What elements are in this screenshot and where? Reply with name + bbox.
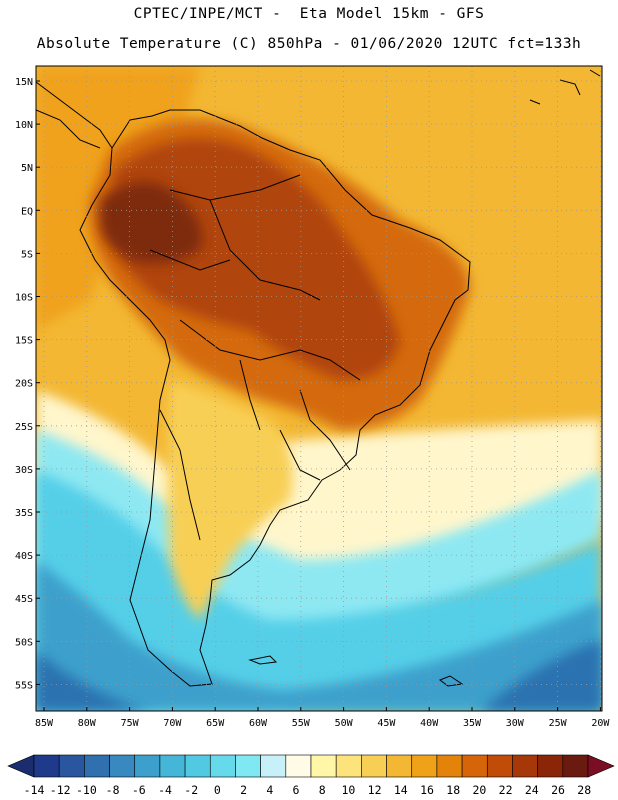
latitude-tick-label: 50S — [15, 637, 33, 648]
longitude-tick-label: 65W — [206, 718, 225, 729]
colorbar-swatch — [260, 754, 287, 778]
latitude-tick-label: 5S — [21, 249, 33, 260]
colorbar-tick-label: 18 — [446, 783, 460, 797]
colorbar-under-arrow — [7, 754, 35, 778]
colorbar-tick-label: 16 — [420, 783, 434, 797]
colorbar-swatch — [109, 754, 136, 778]
colorbar-tick-label: 14 — [394, 783, 408, 797]
latitude-tick-label: 30S — [15, 465, 33, 476]
colorbar-over-arrow — [587, 754, 615, 778]
colorbar-tick-label: 10 — [341, 783, 355, 797]
longitude-tick-label: 45W — [377, 718, 396, 729]
colorbar-tick-label: -6 — [132, 783, 146, 797]
colorbar-swatch — [33, 754, 60, 778]
latitude-tick-label: 5N — [21, 163, 33, 174]
colorbar-tick-label: 0 — [214, 783, 221, 797]
temperature-field — [36, 66, 602, 711]
colorbar-tick-label: 22 — [499, 783, 513, 797]
longitude-tick-label: 30W — [506, 718, 525, 729]
colorbar-swatch — [335, 754, 362, 778]
latitude-tick-label: EQ — [21, 206, 33, 217]
colorbar-swatch — [562, 754, 589, 778]
longitude-tick-label: 25W — [549, 718, 568, 729]
country-borders — [149, 174, 361, 541]
colorbar-swatch — [411, 754, 438, 778]
colorbar-tick-label: 24 — [525, 783, 539, 797]
colorbar-tick-label: -10 — [76, 783, 97, 797]
field-region-cyan — [36, 470, 602, 711]
colorbar-swatch — [209, 754, 236, 778]
colorbar-swatch — [461, 754, 488, 778]
latitude-tick-label: 55S — [15, 680, 33, 691]
map-title-line-2: Absolute Temperature (C) 850hPa - 01/06/… — [36, 36, 582, 52]
longitude-tick-label: 75W — [121, 718, 140, 729]
colorbar-swatch — [58, 754, 85, 778]
colorbar-tick-label: 12 — [368, 783, 382, 797]
longitude-tick-label: 35W — [463, 718, 482, 729]
colorbar-swatch — [134, 754, 161, 778]
latitude-tick-label: 35S — [15, 508, 33, 519]
map-frame — [35, 65, 603, 712]
latitude-tick-label: 45S — [15, 594, 33, 605]
latitude-tick-label: 25S — [15, 422, 33, 433]
colorbar: -14 -12 -10 -8 -6 -4 -2 0 2 4 6 8 10 12 14 16 18 20 22 24 26… — [7, 754, 615, 797]
colorbar-tick-label: 4 — [266, 783, 273, 797]
longitude-tick-label: 70W — [163, 718, 182, 729]
colorbar-tick-label: 20 — [472, 783, 486, 797]
colorbar-tick-label: 28 — [577, 783, 591, 797]
colorbar-tick-label: -4 — [158, 783, 172, 797]
colorbar-tick-label: 8 — [319, 783, 326, 797]
central-america-coastline — [36, 81, 113, 149]
colorbar-swatch — [184, 754, 211, 778]
latitude-tick-label: 15N — [15, 77, 33, 88]
longitude-tick-label: 55W — [292, 718, 311, 729]
field-region-deep — [36, 640, 602, 711]
map-title-line-1: CPTEC/INPE/MCT - Eta Model 15km - GFS — [133, 6, 485, 22]
colorbar-swatch — [159, 754, 186, 778]
latitude-tick-label: 10N — [15, 120, 33, 131]
colorbar-tick-label: 2 — [240, 783, 247, 797]
field-region-land-hottest — [100, 182, 202, 264]
latitude-tick-label: 10S — [15, 293, 33, 304]
colorbar-tick-label: 6 — [293, 783, 300, 797]
colorbar-tick-label: -8 — [106, 783, 120, 797]
colorbar-swatch — [310, 754, 337, 778]
longitude-tick-label: 80W — [78, 718, 97, 729]
colorbar-tick-label: -2 — [184, 783, 198, 797]
colorbar-swatch — [537, 754, 564, 778]
field-region-blue — [36, 560, 602, 711]
latitude-axis: 15N 10N 5N EQ 5S 10S 15S 20S 25S 30S 35S 40S 45S 50S 5… — [15, 77, 40, 691]
colorbar-tick-label: -14 — [24, 783, 45, 797]
colorbar-swatch — [235, 754, 261, 778]
longitude-tick-label: 50W — [335, 718, 354, 729]
longitude-tick-label: 60W — [249, 718, 268, 729]
colorbar-swatch — [486, 754, 513, 778]
longitude-tick-label: 85W — [35, 718, 54, 729]
colorbar-swatch — [386, 754, 413, 778]
latitude-tick-label: 40S — [15, 551, 33, 562]
longitude-tick-label: 20W — [591, 718, 610, 729]
latitude-tick-label: 20S — [15, 379, 33, 390]
colorbar-swatch — [512, 754, 538, 778]
longitude-tick-label: 40W — [420, 718, 439, 729]
colorbar-swatch — [285, 754, 312, 778]
colorbar-swatch — [84, 754, 110, 778]
longitude-axis: 85W 80W 75W 70W 65W 60W 55W 50W 45W 40W 35W 30W 25W 2… — [35, 707, 610, 729]
colorbar-tick-label: 26 — [551, 783, 565, 797]
colorbar-swatch — [361, 754, 387, 778]
colorbar-tick-label: -12 — [50, 783, 71, 797]
field-region-yellow — [167, 380, 293, 620]
colorbar-swatch — [436, 754, 463, 778]
south-america-coastline — [79, 109, 471, 687]
latitude-tick-label: 15S — [15, 336, 33, 347]
